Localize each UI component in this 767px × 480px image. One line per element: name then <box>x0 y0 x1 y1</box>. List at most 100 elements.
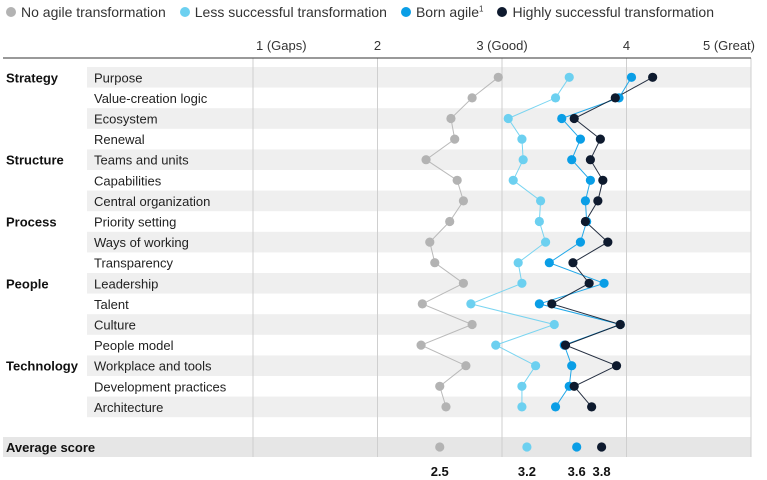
average-label: Average score <box>6 440 95 455</box>
category-label: Ecosystem <box>94 112 158 127</box>
data-point <box>560 340 571 350</box>
data-point <box>575 134 586 144</box>
average-value-label: 3.2 <box>518 464 536 479</box>
legend-label: Highly successful transformation <box>512 4 714 20</box>
x-tick-label: 1 (Gaps) <box>256 38 307 53</box>
x-tick-label: 3 (Good) <box>476 38 527 53</box>
data-point <box>549 319 559 330</box>
category-label: Value-creation logic <box>94 91 208 106</box>
data-point <box>610 93 620 103</box>
average-point <box>572 442 582 452</box>
data-point <box>575 237 586 247</box>
legend-dot-icon <box>6 7 16 17</box>
data-point <box>598 175 608 185</box>
group-label: Process <box>6 215 57 230</box>
data-point <box>580 196 591 206</box>
data-point <box>564 72 574 82</box>
legend-label: Born agile1 <box>415 4 484 20</box>
data-point <box>584 278 594 288</box>
data-point <box>508 175 518 185</box>
data-point <box>458 196 469 206</box>
row-band <box>87 396 751 418</box>
data-point <box>585 155 595 165</box>
data-point <box>568 258 578 268</box>
category-label: Architecture <box>94 400 163 415</box>
data-point <box>567 155 577 165</box>
data-point <box>569 381 579 391</box>
legend-label: No agile transformation <box>21 4 166 20</box>
data-point <box>493 72 503 82</box>
average-value-label: 2.5 <box>431 464 449 479</box>
data-point <box>503 113 513 124</box>
legend-item: Highly successful transformation <box>497 4 714 20</box>
data-point <box>585 175 595 185</box>
data-point <box>425 237 435 247</box>
row-band <box>87 273 751 294</box>
data-point <box>450 134 460 144</box>
category-label: Purpose <box>94 70 142 85</box>
legend-dot-icon <box>497 7 508 17</box>
data-point <box>461 361 471 371</box>
data-point <box>467 319 477 330</box>
data-point <box>593 196 603 206</box>
data-point <box>534 299 544 309</box>
category-label: Central organization <box>94 194 210 209</box>
data-point <box>531 361 541 371</box>
data-point <box>491 340 501 350</box>
data-point <box>435 381 445 391</box>
x-tick-label: 2 <box>374 38 381 53</box>
category-label: Development practices <box>94 379 227 394</box>
data-point <box>467 93 477 103</box>
average-point <box>597 442 607 452</box>
data-point <box>550 93 561 103</box>
data-point <box>517 134 527 144</box>
data-point <box>517 381 527 391</box>
legend-item: Born agile1 <box>400 4 484 20</box>
x-tick-label: 4 <box>623 38 630 53</box>
group-label: People <box>6 276 49 291</box>
average-value-label: 3.8 <box>593 464 611 479</box>
data-point <box>550 402 561 412</box>
data-point <box>517 278 527 288</box>
data-point <box>441 402 451 412</box>
legend-item: Less successful transformation <box>179 4 387 20</box>
category-label: Workplace and tools <box>94 359 212 374</box>
row-band <box>87 314 751 335</box>
data-point <box>648 72 658 82</box>
average-point <box>435 442 445 452</box>
data-point <box>534 216 544 227</box>
legend-item: No agile transformation <box>6 4 166 20</box>
data-point <box>421 155 431 165</box>
group-label: Strategy <box>6 70 59 85</box>
data-point <box>626 72 637 82</box>
data-point <box>466 299 476 309</box>
data-point <box>544 258 554 268</box>
average-point <box>522 442 532 452</box>
data-point <box>430 258 440 268</box>
category-label: Talent <box>94 297 129 312</box>
group-label: Structure <box>6 153 64 168</box>
category-label: Ways of working <box>94 235 189 250</box>
category-label: Priority setting <box>94 215 176 230</box>
data-point <box>587 402 597 412</box>
data-point <box>513 258 523 268</box>
data-point <box>580 216 591 227</box>
row-band <box>87 108 751 129</box>
data-point <box>458 278 469 288</box>
data-point <box>540 237 551 247</box>
data-point <box>611 361 622 371</box>
data-point <box>599 278 609 288</box>
group-label: Technology <box>6 359 79 374</box>
category-label: Culture <box>94 318 136 333</box>
legend-label: Less successful transformation <box>194 4 387 20</box>
legend: No agile transformation Less successful t… <box>6 3 714 21</box>
data-point <box>445 216 455 227</box>
legend-dot-icon <box>179 7 190 17</box>
category-label: Transparency <box>94 256 173 271</box>
data-point <box>517 402 527 412</box>
data-point <box>518 155 528 165</box>
data-point <box>452 175 462 185</box>
data-point <box>569 113 579 124</box>
data-point <box>557 113 567 124</box>
category-label: Leadership <box>94 276 158 291</box>
